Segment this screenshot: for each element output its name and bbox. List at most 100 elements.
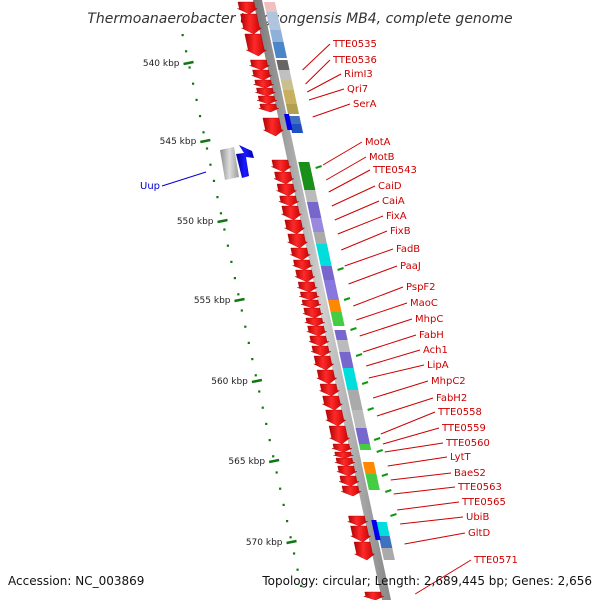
- gene-leader-line: [382, 427, 440, 445]
- cog-segment: [310, 218, 325, 232]
- cog-segment: [278, 70, 292, 80]
- reverse-gene-arrow: [353, 541, 376, 561]
- reverse-gene-arrow: [278, 195, 300, 207]
- gene-label: TTE0543: [372, 165, 417, 176]
- cog-segment: [298, 162, 316, 190]
- reverse-gene-arrow: [262, 117, 285, 137]
- reverse-gene-arrow: [341, 485, 362, 497]
- gene-leader-line: [400, 516, 464, 525]
- gene-labels: TTE0535 TTE0536 RimI3 Qri7 SerA MotA MotB TTE05…: [302, 39, 518, 595]
- reverse-gene-arrow: [363, 591, 384, 600]
- gene-label: Qri7: [347, 84, 368, 95]
- cog-segment: [358, 444, 372, 450]
- cog-segment: [282, 90, 297, 104]
- cog-segment: [330, 312, 345, 326]
- gene-leader-line: [307, 73, 342, 93]
- gene-label: CaiA: [382, 196, 405, 207]
- gene-label: BaeS2: [454, 468, 486, 479]
- gene-label: LytT: [450, 452, 471, 463]
- reverse-gene-arrow: [325, 409, 347, 427]
- reverse-gene-arrow: [350, 525, 372, 543]
- reverse-gene-arrow: [313, 355, 335, 371]
- cog-segment: [290, 124, 304, 133]
- tick-mark: [268, 458, 280, 464]
- gene-label: FabH: [419, 330, 444, 341]
- tick-mark: [200, 138, 211, 144]
- gene-label: UbiB: [466, 512, 489, 523]
- gene-label: SerA: [353, 99, 377, 110]
- cog-segment: [339, 352, 354, 368]
- gene-leader-line: [368, 364, 425, 379]
- uup-cog-box: [220, 147, 239, 180]
- cog-segment: [266, 12, 281, 30]
- uup-label: Uup: [140, 181, 160, 192]
- reverse-gene-arrow: [338, 475, 360, 487]
- reverse-gene-arrow: [287, 233, 309, 249]
- reverse-gene-arrow: [308, 335, 330, 347]
- cog-segment: [328, 300, 342, 312]
- cog-segment: [375, 522, 390, 536]
- tick-label: 540 kbp: [143, 59, 180, 69]
- cog-segment: [342, 368, 359, 390]
- forward-gene-mark: [284, 114, 293, 130]
- reverse-gene-arrow: [328, 425, 351, 445]
- gene-leader-line: [359, 318, 413, 337]
- cog-segment: [306, 202, 322, 218]
- reverse-gene-arrow: [316, 369, 338, 385]
- reverse-gene-arrow: [271, 159, 292, 173]
- tick-label: 560 kbp: [211, 377, 248, 387]
- cog-segment: [280, 80, 294, 90]
- reverse-gene-arrow: [258, 103, 279, 113]
- genome-stats-text: Topology: circular; Length: 2,689,445 bp…: [261, 574, 592, 588]
- tick-label: 570 kbp: [246, 538, 283, 548]
- cog-segment: [313, 232, 327, 244]
- gene-leader-line: [387, 456, 448, 467]
- cog-segment: [315, 244, 332, 266]
- reverse-gene-arrow: [331, 443, 352, 453]
- gene-label: TTE0536: [332, 55, 377, 66]
- cog-separator: [381, 473, 389, 477]
- cog-segment: [365, 474, 380, 490]
- gene-leader-line: [305, 59, 331, 85]
- gene-label: MaoC: [410, 298, 438, 309]
- reverse-gene-arrow: [251, 69, 273, 81]
- coordinate-scale: 540 kbp 545 kbp 550 kbp 555 kbp 560 kbp 565 k…: [143, 34, 303, 587]
- cog-separator: [350, 327, 357, 331]
- cog-segment: [269, 30, 284, 42]
- cog-color-band: [263, 2, 397, 560]
- reverse-gene-arrow: [297, 281, 319, 293]
- reverse-gene-arrow: [347, 515, 369, 527]
- cog-segment: [351, 410, 367, 428]
- gene-leader-line: [414, 559, 472, 595]
- cog-separator: [355, 353, 363, 357]
- reverse-gene-arrow: [299, 291, 320, 301]
- gene-leader-line: [380, 411, 436, 435]
- tick-mark: [251, 378, 263, 384]
- tick-label: 565 kbp: [228, 457, 265, 467]
- tick-label: 550 kbp: [177, 217, 214, 227]
- gene-leader-line: [390, 472, 452, 481]
- reverse-gene-arrow: [306, 325, 328, 337]
- gene-label: MhpC2: [431, 376, 466, 387]
- reverse-gene-arrow: [311, 345, 332, 357]
- gene-label: TTE0565: [461, 497, 506, 508]
- gene-leader-line: [302, 43, 331, 71]
- gene-leader-line: [384, 442, 444, 453]
- reverse-gene-arrow: [319, 383, 341, 397]
- gene-label: PspF2: [406, 282, 436, 293]
- cog-segment: [288, 116, 302, 124]
- cog-segment: [320, 266, 335, 280]
- cog-segment: [347, 390, 363, 410]
- cog-separator: [373, 437, 381, 441]
- reverse-gene-arrow: [237, 1, 258, 15]
- gene-label: FadB: [396, 244, 420, 255]
- accession-text: Accession: NC_003869: [8, 574, 144, 588]
- reverse-gene-arrow: [292, 259, 314, 271]
- gene-label: Ach1: [423, 345, 448, 356]
- gene-leader-line: [348, 265, 398, 285]
- reverse-gene-arrow: [304, 317, 325, 327]
- gene-leader-line: [322, 141, 363, 166]
- gene-leader-line: [328, 169, 371, 193]
